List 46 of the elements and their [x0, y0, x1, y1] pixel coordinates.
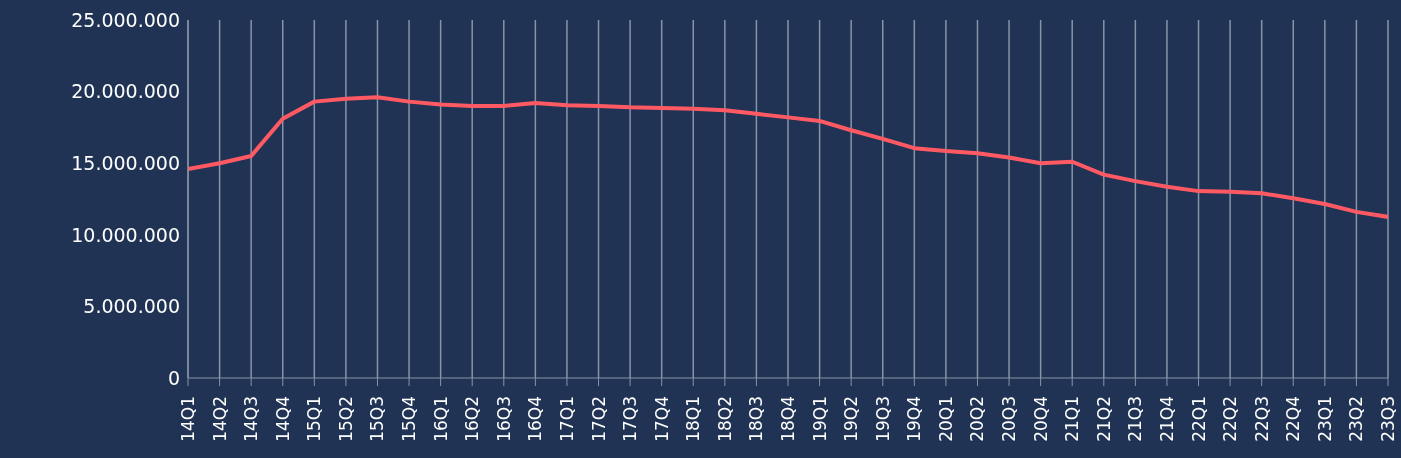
x-tick-label: 20Q2: [967, 396, 988, 442]
x-tick-label: 18Q3: [746, 396, 767, 442]
x-tick-label: 22Q3: [1251, 396, 1272, 442]
x-tick-label: 17Q4: [651, 396, 672, 442]
y-tick-label: 20.000.000: [71, 80, 180, 103]
x-tick-label: 21Q3: [1125, 396, 1146, 442]
x-tick-label: 21Q1: [1062, 396, 1083, 442]
x-tick-label: 23Q1: [1314, 396, 1335, 442]
x-tick-label: 22Q2: [1220, 396, 1241, 442]
x-tick-label: 20Q3: [999, 396, 1020, 442]
x-tick-label: 14Q1: [178, 396, 198, 442]
x-tick-label: 19Q3: [872, 396, 893, 442]
x-tick-label: 18Q1: [683, 396, 704, 442]
x-tick-label: 19Q2: [841, 396, 862, 442]
x-tick-label: 22Q4: [1283, 396, 1304, 442]
x-tick-label: 21Q4: [1156, 396, 1177, 442]
x-tick-label: 14Q2: [209, 396, 230, 442]
x-tick-label: 23Q3: [1378, 396, 1398, 442]
y-tick-label: 25.000.000: [71, 8, 180, 31]
x-tick-label: 15Q1: [304, 396, 325, 442]
line-series: [188, 95, 1388, 219]
y-tick-label: 5.000.000: [83, 295, 180, 318]
x-tick-label: 15Q4: [399, 396, 420, 442]
x-tick-label: 17Q2: [588, 396, 609, 442]
x-tick-label: 16Q2: [462, 396, 483, 442]
y-tick-label: 15.000.000: [71, 151, 180, 174]
x-tick-label: 15Q3: [367, 396, 388, 442]
x-tick-label: 16Q4: [525, 396, 546, 442]
x-tick-label: 14Q3: [241, 396, 262, 442]
x-tick-label: 16Q1: [430, 396, 451, 442]
x-tick-label: 22Q1: [1188, 396, 1209, 442]
x-tick-label: 17Q1: [556, 396, 577, 442]
x-tick-label: 23Q2: [1346, 396, 1367, 442]
y-tick-label: 10.000.000: [71, 223, 180, 246]
x-tick-label: 21Q2: [1093, 396, 1114, 442]
x-tick-label: 19Q4: [904, 396, 925, 442]
y-tick-label: 0: [167, 366, 180, 389]
x-tick-label: 18Q4: [778, 396, 798, 442]
x-tick-label: 19Q1: [809, 396, 830, 442]
x-tick-label: 15Q2: [335, 396, 356, 442]
x-tick-label: 18Q2: [714, 396, 735, 442]
x-tick-label: 14Q4: [272, 396, 293, 442]
x-tick-label: 20Q4: [1030, 396, 1051, 442]
x-tick-label: 17Q3: [620, 396, 641, 442]
x-tick-label: 16Q3: [493, 396, 514, 442]
x-tick-label: 20Q1: [935, 396, 956, 442]
